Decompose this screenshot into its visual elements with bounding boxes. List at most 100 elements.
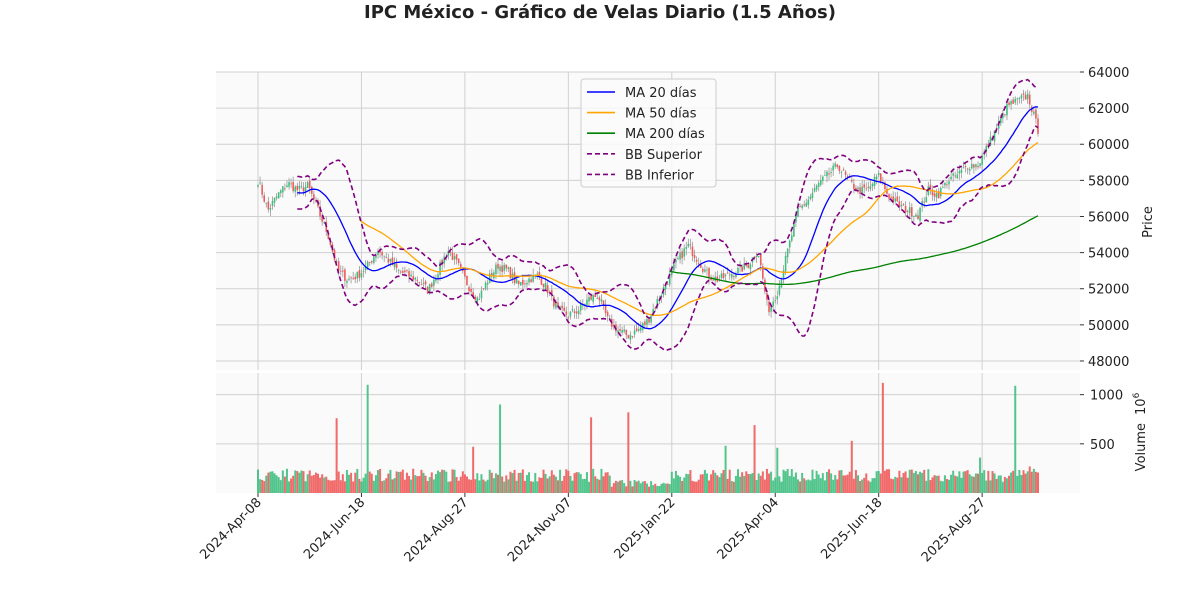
candle-down xyxy=(635,328,638,331)
volume-bar xyxy=(339,480,342,493)
candle-up xyxy=(366,261,369,268)
candle-down xyxy=(697,263,700,265)
candle-down xyxy=(457,258,460,264)
series-line-bb-superior xyxy=(297,78,1039,319)
volume-bar xyxy=(670,471,673,493)
volume-bar xyxy=(799,481,802,493)
candle-up xyxy=(528,278,530,283)
candle-down xyxy=(954,175,957,177)
candle-up xyxy=(650,315,652,323)
volume-bar xyxy=(962,471,965,493)
volume-bar xyxy=(927,469,930,493)
candle-up xyxy=(435,277,437,281)
volume-bar xyxy=(768,473,771,493)
candle-down xyxy=(565,311,568,315)
volume-bar xyxy=(945,479,948,493)
volume-bar xyxy=(383,480,386,493)
candle-up xyxy=(813,188,816,192)
volume-bar xyxy=(364,473,367,493)
volume-bar xyxy=(422,472,425,493)
volume-bar xyxy=(525,475,528,493)
candle-down xyxy=(846,176,849,178)
candle-up xyxy=(495,264,497,274)
candle-down xyxy=(542,283,545,288)
candle-down xyxy=(1028,94,1031,105)
volume-exponent: 6 xyxy=(1132,392,1142,398)
candle-down xyxy=(385,256,388,258)
volume-bar xyxy=(480,474,483,493)
volume-bar xyxy=(784,471,787,493)
volume-bar xyxy=(755,480,758,493)
candle-up xyxy=(942,187,944,188)
candle-up xyxy=(913,216,915,217)
volume-bar xyxy=(472,446,475,493)
candle-up xyxy=(770,305,772,312)
volume-bar xyxy=(395,471,398,493)
volume-bar xyxy=(490,472,493,493)
y-tick-label: 62000 xyxy=(1088,102,1129,117)
candle-down xyxy=(381,251,383,256)
candle-down xyxy=(888,194,890,199)
volume-bar xyxy=(583,478,586,493)
volume-bar xyxy=(323,477,326,493)
volume-bar xyxy=(863,477,866,493)
volume-bar xyxy=(683,477,686,493)
volume-bar xyxy=(420,469,423,493)
volume-bar xyxy=(532,481,535,493)
volume-bar xyxy=(861,479,864,493)
candle-down xyxy=(292,181,294,191)
volume-bar xyxy=(807,479,810,493)
volume-bar xyxy=(797,479,799,493)
candle-up xyxy=(970,163,973,169)
candle-down xyxy=(342,270,344,272)
candle-up xyxy=(1010,101,1012,105)
series-line-ma-200-d-as xyxy=(669,215,1039,286)
y-tick-label: 54000 xyxy=(1088,247,1129,262)
volume-bar xyxy=(859,480,862,493)
volume-bar xyxy=(701,474,704,493)
candle-up xyxy=(414,277,417,280)
volume-bar xyxy=(782,469,785,493)
volume-bar xyxy=(478,480,481,493)
volume-bar xyxy=(921,472,924,493)
candle-up xyxy=(801,205,803,208)
volume-bar xyxy=(770,471,773,493)
candle-down xyxy=(691,246,694,257)
candle-up xyxy=(555,302,557,309)
candle-up xyxy=(952,173,954,176)
volume-bar xyxy=(337,471,340,493)
volume-bar xyxy=(695,481,698,493)
volume-bar xyxy=(815,470,818,493)
volume-panel xyxy=(216,373,1080,493)
candle-up xyxy=(737,267,739,274)
volume-bar xyxy=(890,478,893,493)
candle-up xyxy=(834,163,837,167)
candle-down xyxy=(517,280,520,285)
volume-bar xyxy=(749,474,752,493)
candle-up xyxy=(822,176,824,181)
volume-bar xyxy=(966,470,969,493)
volume-bar xyxy=(412,468,415,493)
volume-bar xyxy=(935,475,938,493)
volume-bar xyxy=(1014,385,1017,493)
volume-bar xyxy=(290,478,293,493)
y-tick-label: 64000 xyxy=(1088,66,1129,81)
candle-up xyxy=(282,186,284,193)
candle-down xyxy=(337,261,340,271)
candle-up xyxy=(1033,111,1035,114)
candle-up xyxy=(484,282,487,290)
volume-bar xyxy=(548,476,551,493)
candle-down xyxy=(1024,94,1027,100)
candle-up xyxy=(488,273,491,283)
candle-up xyxy=(685,246,688,249)
volume-bar xyxy=(304,481,307,493)
candle-down xyxy=(290,183,292,185)
volume-bar xyxy=(1020,475,1023,493)
candle-up xyxy=(383,255,386,257)
volume-bar xyxy=(501,476,504,493)
candle-down xyxy=(906,211,909,212)
volume-bar xyxy=(708,480,711,493)
volume-bar xyxy=(317,473,319,493)
candle-up xyxy=(306,182,309,188)
volume-bar xyxy=(271,471,274,493)
